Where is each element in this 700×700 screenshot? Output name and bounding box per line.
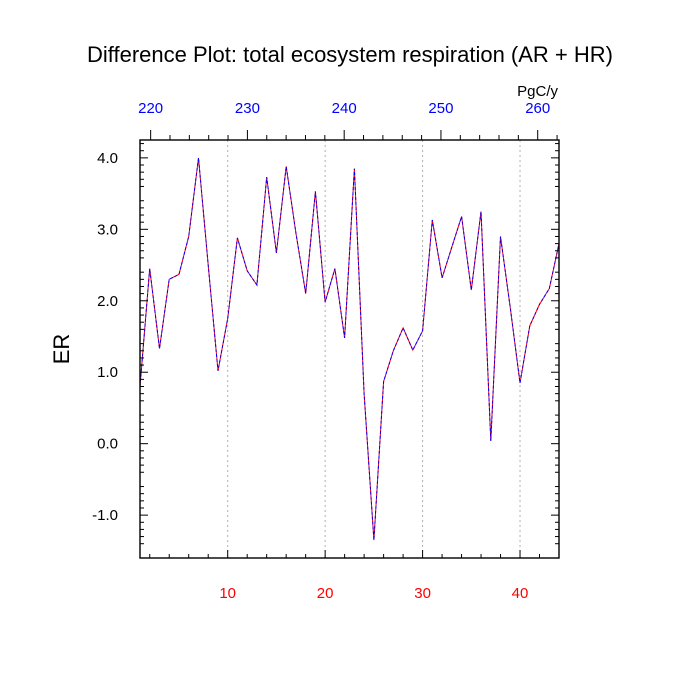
series-lines [139,157,560,541]
y-tick-label: 3.0 [97,221,118,238]
series-line-red [139,157,560,541]
chart-title: Difference Plot: total ecosystem respira… [87,42,613,67]
x-top-tick-label: 220 [138,100,163,117]
x-bottom-tick-label: 40 [512,585,529,602]
series-line-blue [139,157,560,541]
y-tick-label: 0.0 [97,436,118,453]
y-axis-label: ER [49,334,74,365]
x-top-tick-label: 230 [235,100,260,117]
y-tick-label: 2.0 [97,293,118,310]
y-tick-label: 4.0 [97,150,118,167]
x-top-tick-label: 260 [525,100,550,117]
x-top-tick-label: 240 [332,100,357,117]
x-top-tick-label: 250 [428,100,453,117]
x-bottom-tick-label: 20 [317,585,334,602]
plot-frame [139,139,560,559]
x-bottom-tick-label: 10 [219,585,236,602]
x-bottom-tick-label: 30 [414,585,431,602]
grid-lines [227,140,521,558]
y-tick-label: -1.0 [92,507,118,524]
y-tick-label: 1.0 [97,364,118,381]
units-label: PgC/y [517,83,558,100]
